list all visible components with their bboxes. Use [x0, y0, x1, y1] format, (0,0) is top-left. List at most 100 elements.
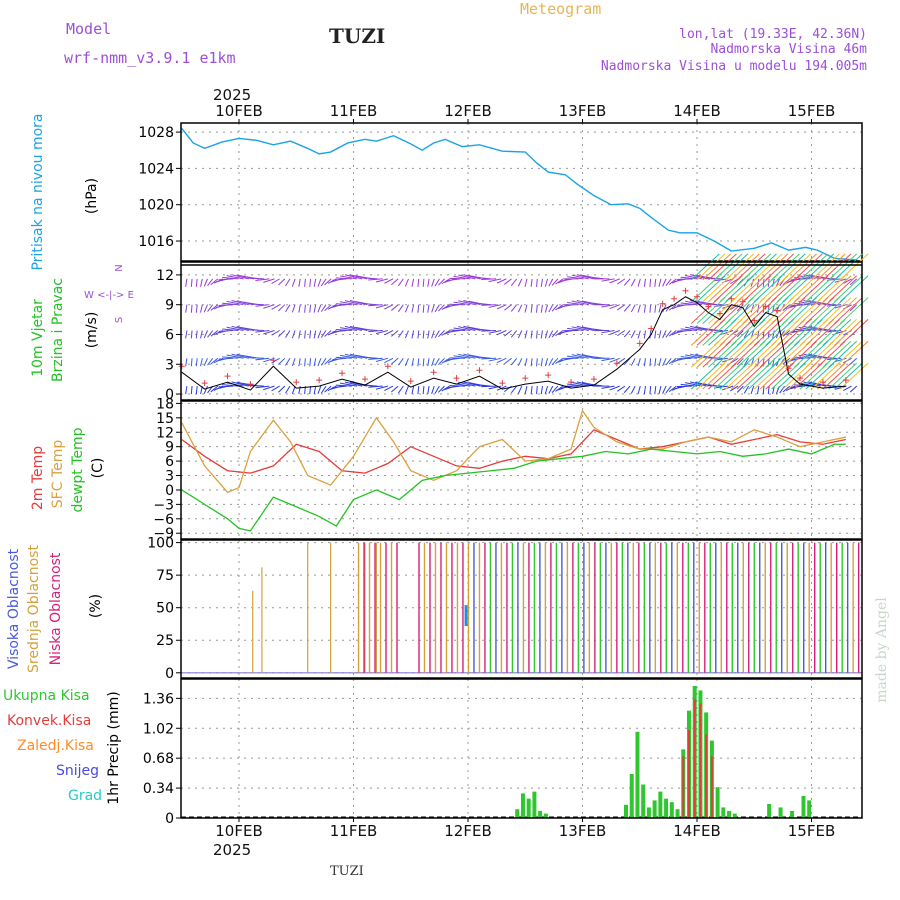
wind-barb [576, 325, 595, 331]
wind-gust-mark [682, 287, 689, 294]
wind-barb [798, 301, 816, 306]
wind-barb [601, 330, 615, 334]
wind-barb [617, 357, 626, 364]
precip-total-bar [652, 800, 657, 818]
wind-barb [218, 357, 234, 360]
precip-conv-bar [687, 730, 690, 818]
wind-barb [782, 330, 791, 337]
wind-gust-mark [590, 376, 597, 383]
wind-barb [843, 385, 852, 392]
wind-speed-line [181, 296, 846, 391]
wind-barb [422, 304, 425, 313]
wind-barb [185, 278, 188, 287]
wind-barb [417, 304, 420, 313]
wind-barb [384, 357, 394, 364]
wind-storm-arrow [828, 362, 858, 390]
wind-barb [190, 304, 193, 313]
temp-ytick-label: 0 [165, 483, 174, 499]
wind-barb [368, 330, 383, 333]
x-tick-top-10feb: 10FEB [215, 102, 262, 120]
panel-precip: 0 0.34 0.68 1.02 1.36 [143, 678, 863, 827]
wind-barb [654, 386, 657, 395]
wind-gust-mark [568, 379, 575, 386]
cloud-frame [180, 539, 863, 679]
wind-barb [335, 384, 352, 387]
year-bottom: 2025 [213, 841, 251, 859]
wind-storm-arrow [782, 253, 812, 281]
wind-barb [340, 301, 358, 306]
wind-barb [555, 304, 564, 311]
wind-barb [623, 385, 631, 393]
pressure-ytick-label: 1024 [138, 161, 174, 177]
wind-barb [665, 330, 672, 338]
wind-barb [481, 385, 497, 388]
wind-barb [437, 357, 445, 365]
wind-barb [185, 386, 188, 395]
wind-barb [441, 385, 450, 392]
wind-barb [361, 356, 378, 359]
wind-barb [317, 304, 322, 313]
wind-barb [332, 357, 347, 361]
x-tick-bottom-13feb: 13FEB [559, 822, 606, 840]
wind-barb [517, 278, 523, 287]
pressure-ytick-label: 1016 [138, 234, 174, 250]
wind-barb [601, 278, 615, 282]
wind-barb [200, 358, 203, 367]
wind-storm-arrow [708, 253, 737, 281]
wind-barb [255, 278, 270, 281]
wind-barb [794, 356, 811, 359]
wind-barb [658, 304, 662, 313]
wind-barb [488, 330, 502, 334]
wind-barb [481, 357, 497, 360]
wind-barb [820, 384, 837, 387]
wind-storm-arrow [788, 253, 817, 281]
wind-ytick-label: 6 [165, 327, 174, 343]
wind-barb [555, 278, 564, 285]
precip-total-bar [658, 791, 663, 818]
wind-barb [536, 330, 538, 339]
wind-barb [827, 357, 842, 361]
x-tick-bottom-12feb: 12FEB [444, 822, 491, 840]
wind-barb [676, 385, 692, 388]
wind-barb [637, 358, 641, 367]
wind-barb [510, 357, 518, 366]
wind-barb [185, 330, 188, 339]
wind-barb [536, 304, 538, 313]
wind-barb [375, 278, 388, 283]
wind-barb [540, 278, 543, 287]
label-temp2m: 2m Temp [30, 446, 46, 510]
wind-barb [446, 330, 461, 333]
wind-barb [654, 304, 657, 313]
wind-barb [649, 304, 652, 313]
precip-frame [180, 678, 863, 819]
wind-barb [668, 357, 677, 365]
pressure-frame [180, 122, 863, 262]
wind-barb [431, 385, 435, 394]
precip-total-bar [538, 810, 543, 818]
wind-storm-arrow [822, 340, 852, 368]
wind-barb [458, 300, 476, 306]
precip-total-bar [543, 813, 548, 818]
wind-barb [609, 304, 620, 310]
wind-barb [474, 328, 491, 332]
precip-total-bar [801, 796, 806, 818]
wind-barb [431, 330, 435, 339]
wind-barb [368, 385, 383, 388]
wind-barb [530, 304, 533, 313]
wind-barb [368, 278, 383, 281]
wind-barb [320, 358, 327, 366]
cloud-high-block [464, 605, 468, 626]
wind-barb [404, 385, 409, 394]
precip-total-bar [629, 774, 634, 818]
wind-barb [200, 330, 203, 339]
wind-barb [285, 358, 291, 366]
wind-barb [335, 277, 352, 280]
wind-storm-arrow [725, 253, 754, 281]
wind-barb [437, 304, 445, 312]
wind-barb [375, 357, 388, 362]
temp-ytick-label: −3 [153, 497, 174, 513]
wind-barb [544, 358, 549, 367]
wind-gust-mark [247, 381, 254, 388]
wind-barb [446, 304, 461, 308]
